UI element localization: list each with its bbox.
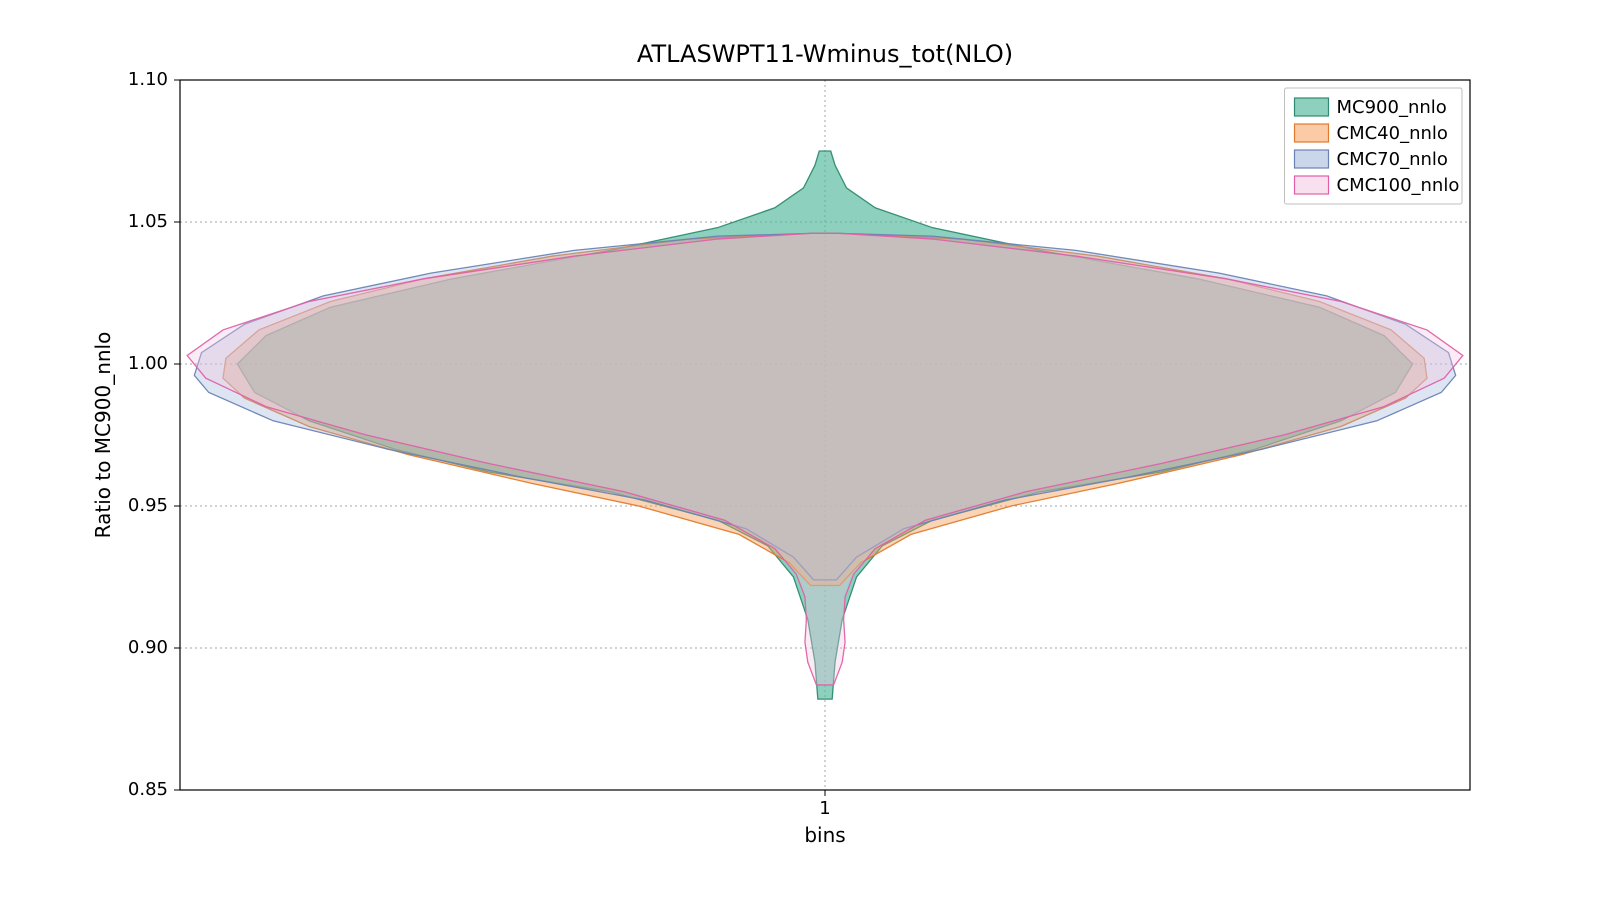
- ytick-label: 1.00: [128, 353, 168, 374]
- legend: MC900_nnlo CMC40_nnlo CMC70_nnlo CMC100_nnl…: [1285, 88, 1463, 204]
- legend-swatch: [1295, 124, 1329, 142]
- xtick-label: 1: [819, 798, 830, 819]
- x-axis-label: bins: [804, 823, 845, 847]
- legend-label: MC900_nnlo: [1337, 97, 1447, 118]
- legend-swatch: [1295, 98, 1329, 116]
- legend-label: CMC40_nnlo: [1337, 123, 1448, 144]
- ytick-label: 0.95: [128, 495, 168, 516]
- chart-container: 0.85 0.90 0.95 1.00 1.05 1.10 1 bins Ratio to MC…: [0, 0, 1600, 900]
- chart-title: ATLASWPT11-Wminus_tot(NLO): [637, 40, 1013, 68]
- ytick-label: 0.90: [128, 637, 168, 658]
- ytick-label: 1.10: [128, 69, 168, 90]
- ytick-label: 0.85: [128, 779, 168, 800]
- legend-swatch: [1295, 150, 1329, 168]
- y-axis-label: Ratio to MC900_nnlo: [91, 332, 115, 539]
- violin-chart: 0.85 0.90 0.95 1.00 1.05 1.10 1 bins Ratio to MC…: [0, 0, 1600, 900]
- legend-label: CMC100_nnlo: [1337, 175, 1460, 196]
- legend-swatch: [1295, 176, 1329, 194]
- ytick-label: 1.05: [128, 211, 168, 232]
- legend-label: CMC70_nnlo: [1337, 149, 1448, 170]
